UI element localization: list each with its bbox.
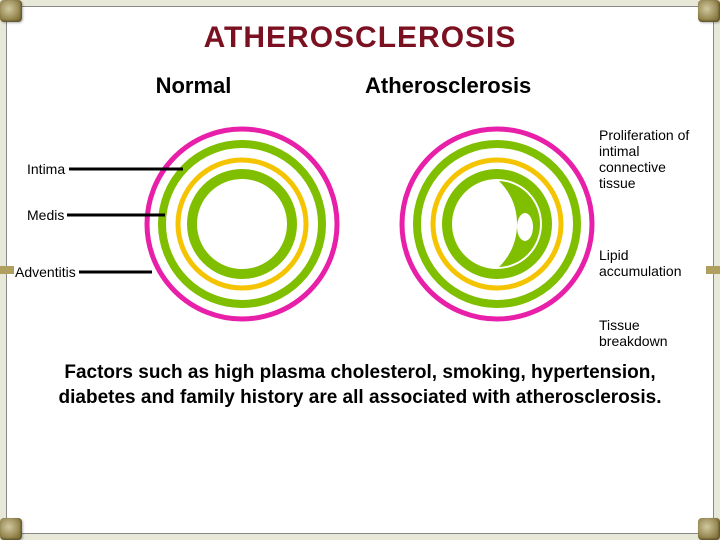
heading-athero: Atherosclerosis (360, 73, 713, 99)
athero-vessel (402, 129, 592, 319)
normal-vessel (147, 129, 337, 319)
slide-frame: ATHEROSCLEROSIS Normal Atherosclerosis (6, 6, 714, 534)
corner-mount-br (698, 518, 720, 540)
diagram-area: Intima Medis Adventitis Proliferation of… (7, 99, 713, 349)
corner-mount-tl (0, 0, 22, 22)
label-adventitia: Adventitis (15, 264, 76, 280)
label-proliferation: Proliferation of intimal connective tiss… (599, 127, 689, 191)
label-intima: Intima (27, 161, 65, 177)
normal-lumen-ring (192, 174, 292, 274)
label-breakdown: Tissue breakdown (599, 317, 668, 349)
edge-mount-left (0, 266, 14, 274)
subheading-row: Normal Atherosclerosis (7, 73, 713, 99)
lipid-droplet (517, 213, 533, 241)
label-media: Medis (27, 207, 64, 223)
edge-mount-right (706, 266, 720, 274)
heading-normal: Normal (7, 73, 360, 99)
corner-mount-tr (698, 0, 720, 22)
label-lipid: Lipid accumulation (599, 247, 682, 279)
corner-mount-bl (0, 518, 22, 540)
page-title: ATHEROSCLEROSIS (7, 21, 713, 55)
caption-text: Factors such as high plasma cholesterol,… (7, 349, 713, 410)
